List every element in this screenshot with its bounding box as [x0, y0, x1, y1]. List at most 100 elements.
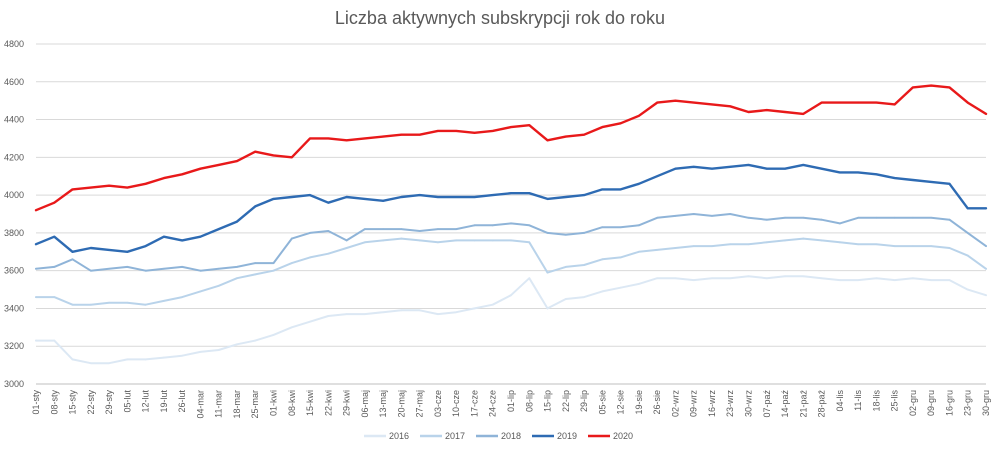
x-tick-label: 26-sie: [652, 390, 662, 415]
data-point: [765, 109, 768, 112]
legend-item-2017: 2017: [420, 431, 465, 441]
x-tick-label: 06-maj: [360, 390, 370, 418]
data-point: [382, 228, 385, 231]
data-point: [747, 275, 750, 278]
y-tick-label: 3800: [4, 228, 24, 238]
data-point: [637, 224, 640, 227]
data-point: [236, 220, 238, 223]
data-point: [53, 201, 56, 204]
data-point: [802, 163, 805, 166]
legend-item-2020: 2020: [588, 431, 633, 441]
x-tick-label: 12-lut: [141, 390, 151, 413]
data-point: [309, 256, 311, 259]
data-point: [491, 239, 494, 242]
x-tick-label: 16-wrz: [707, 390, 717, 418]
data-point: [437, 313, 439, 316]
data-point: [473, 224, 476, 227]
data-point: [71, 250, 74, 253]
data-point: [784, 111, 786, 113]
data-point: [912, 216, 914, 219]
legend-item-2019: 2019: [532, 431, 577, 441]
data-point: [637, 282, 640, 285]
data-point: [564, 196, 567, 198]
data-point: [747, 111, 750, 113]
data-point: [674, 277, 677, 280]
data-point: [181, 173, 184, 176]
x-tick-label: 05-lut: [122, 390, 132, 413]
x-tick-label: 08-sty: [49, 390, 59, 415]
data-point: [35, 243, 37, 246]
data-point: [473, 239, 476, 242]
data-point: [619, 256, 622, 259]
data-point: [857, 101, 860, 104]
data-point: [857, 171, 860, 174]
data-point: [181, 296, 184, 299]
data-point: [948, 86, 951, 89]
data-point: [893, 245, 896, 248]
data-point: [71, 188, 74, 191]
data-point: [473, 307, 476, 310]
data-point: [692, 213, 695, 215]
x-tick-label: 26-lut: [177, 390, 187, 413]
data-point: [711, 167, 713, 170]
data-point: [126, 186, 129, 189]
data-point: [162, 267, 165, 270]
data-point: [966, 288, 969, 291]
data-point: [820, 277, 823, 280]
data-point: [437, 129, 439, 132]
data-point: [35, 339, 37, 342]
data-point: [363, 241, 366, 244]
data-point: [838, 101, 841, 104]
series-line-2019: [34, 163, 988, 254]
data-point: [948, 279, 951, 282]
data-point: [272, 333, 275, 336]
data-point: [437, 228, 439, 231]
data-point: [820, 239, 823, 242]
x-tick-label: 29-kwi: [342, 390, 352, 416]
data-point: [802, 237, 805, 240]
data-point: [162, 235, 165, 238]
data-point: [912, 245, 914, 248]
data-point: [528, 277, 531, 280]
data-point: [893, 177, 896, 180]
data-point: [729, 165, 732, 168]
data-point: [491, 194, 494, 197]
data-point: [53, 296, 56, 299]
data-point: [692, 101, 695, 104]
legend-item-2016: 2016: [364, 431, 409, 441]
data-point: [838, 171, 841, 174]
data-point: [290, 237, 293, 240]
data-point: [290, 156, 293, 159]
data-point: [53, 339, 56, 342]
y-tick-label: 4600: [4, 77, 24, 87]
data-point: [144, 358, 147, 361]
data-point: [729, 277, 732, 280]
data-point: [254, 273, 257, 276]
x-tick-label: 18-lis: [871, 390, 881, 412]
data-point: [747, 243, 750, 246]
data-point: [619, 188, 622, 191]
legend-label: 2018: [501, 431, 521, 441]
x-tick-label: 02-gru: [908, 390, 918, 416]
data-point: [199, 290, 202, 293]
data-point: [108, 362, 110, 365]
data-point: [455, 228, 458, 231]
y-tick-label: 3000: [4, 379, 24, 389]
x-tick-label: 10-cze: [451, 390, 461, 417]
data-point: [89, 247, 92, 249]
x-tick-label: 07-paź: [762, 390, 772, 418]
data-point: [108, 248, 110, 251]
data-point: [418, 309, 421, 312]
data-point: [53, 235, 56, 238]
data-point: [564, 298, 567, 300]
data-point: [309, 137, 311, 140]
data-point: [729, 243, 732, 246]
data-point: [838, 241, 841, 244]
data-point: [108, 184, 110, 187]
data-point: [656, 101, 659, 104]
data-point: [199, 167, 202, 170]
y-tick-label: 4000: [4, 190, 24, 200]
data-point: [345, 239, 348, 242]
x-tick-label: 25-lis: [890, 390, 900, 412]
data-point: [711, 245, 713, 248]
